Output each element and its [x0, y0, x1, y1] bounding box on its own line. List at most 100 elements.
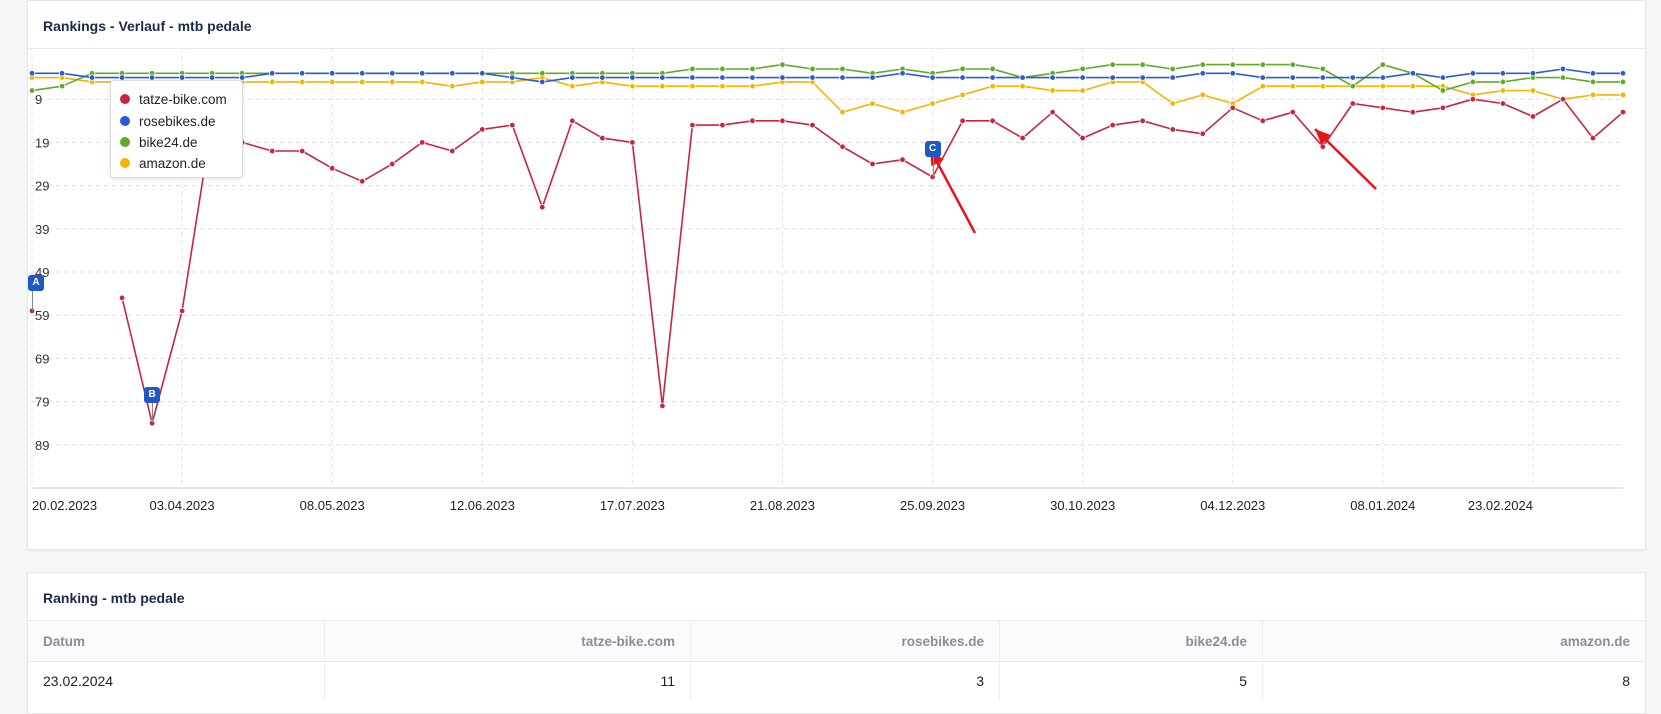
data-point[interactable] [449, 147, 456, 155]
legend-item-rosebikes[interactable]: rosebikes.de [120, 111, 216, 131]
data-point[interactable] [1199, 61, 1206, 68]
data-point[interactable] [1289, 83, 1296, 90]
data-point[interactable] [1019, 83, 1026, 90]
data-point[interactable] [178, 307, 186, 315]
data-point[interactable] [1229, 61, 1236, 68]
data-point[interactable] [989, 65, 996, 73]
data-point[interactable] [1589, 70, 1597, 77]
data-point[interactable] [929, 100, 936, 107]
data-point[interactable] [569, 83, 576, 90]
data-point[interactable] [869, 74, 876, 81]
data-point[interactable] [479, 78, 486, 86]
data-point[interactable] [1199, 91, 1206, 99]
data-point[interactable] [749, 74, 756, 81]
data-point[interactable] [118, 294, 126, 302]
data-point[interactable] [719, 74, 726, 81]
legend-item-bike24[interactable]: bike24.de [120, 132, 198, 152]
data-point[interactable] [989, 117, 996, 124]
data-point[interactable] [1199, 70, 1206, 77]
data-point[interactable] [809, 74, 816, 81]
data-point[interactable] [419, 139, 426, 146]
data-point[interactable] [1109, 74, 1116, 81]
data-point[interactable] [959, 91, 966, 99]
data-point[interactable] [1589, 91, 1597, 99]
data-point[interactable] [1469, 78, 1477, 86]
data-point[interactable] [58, 70, 66, 77]
data-point[interactable] [1019, 134, 1026, 142]
data-point[interactable] [419, 78, 426, 86]
data-point[interactable] [1349, 83, 1357, 90]
data-point[interactable] [449, 83, 456, 90]
data-point[interactable] [809, 121, 816, 129]
legend-item-tatze-bike[interactable]: tatze-bike.com [120, 89, 227, 109]
data-point[interactable] [58, 83, 66, 90]
data-point[interactable] [1079, 74, 1086, 81]
data-point[interactable] [539, 203, 546, 211]
data-point[interactable] [298, 78, 306, 86]
column-header-tatze-bike[interactable]: tatze-bike.com [324, 620, 691, 662]
data-point[interactable] [1379, 61, 1387, 68]
data-point[interactable] [1229, 70, 1236, 77]
data-point[interactable] [1379, 104, 1387, 112]
data-point[interactable] [779, 117, 786, 124]
data-point[interactable] [749, 65, 756, 73]
data-point[interactable] [1319, 83, 1327, 90]
data-point[interactable] [328, 165, 336, 172]
data-point[interactable] [1589, 78, 1597, 86]
data-point[interactable] [569, 117, 576, 124]
data-point[interactable] [749, 117, 756, 124]
data-point[interactable] [1379, 83, 1387, 90]
data-point[interactable] [839, 143, 846, 150]
data-point[interactable] [569, 74, 576, 81]
data-point[interactable] [509, 121, 516, 129]
data-point[interactable] [1079, 65, 1086, 73]
data-point[interactable] [1259, 61, 1266, 68]
data-point[interactable] [1499, 78, 1507, 86]
data-point[interactable] [1289, 108, 1296, 116]
data-point[interactable] [419, 70, 426, 77]
data-point[interactable] [389, 160, 396, 168]
data-point[interactable] [1319, 74, 1327, 81]
data-point[interactable] [1049, 108, 1056, 116]
annotation-marker-c[interactable]: C [924, 140, 941, 157]
data-point[interactable] [959, 65, 966, 73]
data-point[interactable] [1499, 100, 1507, 107]
data-point[interactable] [1349, 74, 1357, 81]
data-point[interactable] [1079, 87, 1086, 94]
annotation-marker-b[interactable]: B [144, 387, 161, 404]
data-point[interactable] [509, 74, 516, 81]
data-point[interactable] [629, 83, 636, 90]
data-point[interactable] [1409, 70, 1417, 77]
data-point[interactable] [1049, 87, 1056, 94]
data-point[interactable] [689, 121, 696, 129]
data-point[interactable] [1199, 130, 1206, 137]
data-point[interactable] [1259, 74, 1266, 81]
data-point[interactable] [1229, 104, 1236, 112]
annotation-marker-a[interactable]: A [28, 274, 44, 291]
data-point[interactable] [389, 70, 396, 77]
column-header-datum[interactable]: Datum [28, 620, 325, 662]
data-point[interactable] [1169, 100, 1176, 107]
data-point[interactable] [809, 65, 816, 73]
data-point[interactable] [1619, 108, 1627, 116]
data-point[interactable] [1169, 74, 1176, 81]
data-point[interactable] [28, 87, 36, 94]
data-point[interactable] [959, 74, 966, 81]
data-point[interactable] [1139, 117, 1146, 124]
data-point[interactable] [268, 70, 276, 77]
data-point[interactable] [359, 178, 366, 185]
data-point[interactable] [1439, 74, 1447, 81]
data-point[interactable] [1109, 121, 1116, 129]
data-point[interactable] [1319, 65, 1327, 73]
data-point[interactable] [989, 83, 996, 90]
data-point[interactable] [328, 70, 336, 77]
data-point[interactable] [479, 70, 486, 77]
data-point[interactable] [1529, 70, 1537, 77]
data-point[interactable] [1019, 74, 1026, 81]
data-point[interactable] [629, 139, 636, 146]
data-point[interactable] [328, 78, 336, 86]
data-point[interactable] [1439, 104, 1447, 112]
data-point[interactable] [899, 156, 906, 163]
data-point[interactable] [659, 83, 666, 90]
